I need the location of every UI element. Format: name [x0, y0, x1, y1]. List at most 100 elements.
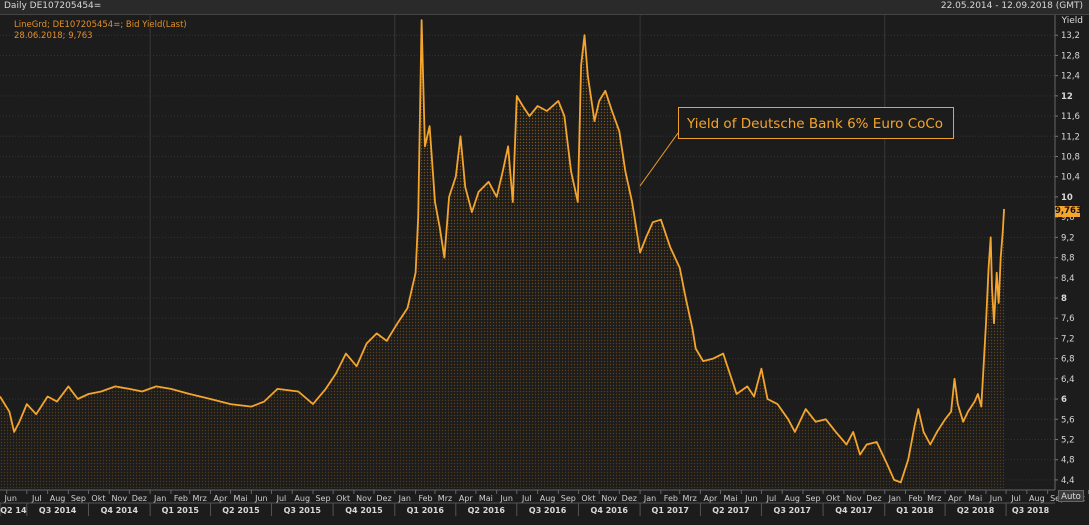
month-label: Mrz: [682, 494, 696, 503]
quarter-label: Q4 2016: [591, 506, 629, 515]
annotation-box: Yield of Deutsche Bank 6% Euro CoCo: [678, 107, 954, 139]
month-label: Jun: [499, 494, 513, 503]
month-label: Feb: [174, 494, 188, 503]
month-label: Aug: [784, 494, 800, 503]
month-label: Jun: [3, 494, 17, 503]
y-tick-label: 11,2: [1061, 132, 1080, 142]
quarter-label: Q1 2018: [896, 506, 934, 515]
month-label: Dez: [376, 494, 391, 503]
quarter-label: Q3 2016: [529, 506, 567, 515]
month-label: Jun: [744, 494, 758, 503]
y-tick-label: 6: [1061, 395, 1067, 405]
month-label: Apr: [948, 494, 963, 503]
y-tick-label: 13,2: [1061, 31, 1080, 41]
month-label: Apr: [704, 494, 719, 503]
month-label: Dez: [622, 494, 637, 503]
quarter-label: Q3 2014: [39, 506, 77, 515]
quarter-label: Q1 2016: [407, 506, 445, 515]
month-label: Mai: [724, 494, 738, 503]
y-tick-label: 6,4: [1061, 375, 1075, 385]
month-label: Mrz: [438, 494, 452, 503]
chart-title: Daily DE107205454=: [4, 1, 102, 11]
quarter-label: Q4 2014: [101, 506, 139, 515]
y-tick-label: 12,4: [1061, 72, 1080, 82]
annotation-pointer: [639, 132, 679, 187]
y-tick-label: 6,8: [1061, 355, 1075, 365]
month-label: Jan: [643, 494, 656, 503]
quarter-label: Q2 2016: [468, 506, 506, 515]
y-tick-label: 9,2: [1061, 233, 1075, 243]
month-label: Nov: [356, 494, 372, 503]
month-label: Okt: [91, 494, 105, 503]
month-label: Sep: [71, 494, 86, 503]
y-tick-label: 9,6: [1061, 213, 1075, 223]
y-tick-label: 7,6: [1061, 314, 1075, 324]
quarter-label: Q3 2015: [284, 506, 322, 515]
month-label: Jul: [1010, 494, 1021, 503]
month-label: Mai: [234, 494, 248, 503]
y-tick-label: 8: [1061, 294, 1067, 304]
y-tick-label: 4,8: [1061, 456, 1075, 466]
date-range: 22.05.2014 - 12.09.2018 (GMT): [940, 1, 1083, 11]
quarter-label: Q2 2015: [222, 506, 260, 515]
y-tick-label: 5,2: [1061, 435, 1075, 445]
quarter-label: Q4 2017: [835, 506, 872, 515]
y-tick-label: 8,8: [1061, 254, 1075, 264]
legend-series: LineGrd; DE107205454=; Bid Yield(Last): [14, 20, 187, 30]
month-label: Dez: [866, 494, 881, 503]
month-label: Sep: [561, 494, 576, 503]
quarter-label: Q2 2018: [957, 506, 995, 515]
y-axis-title: Yield: [1061, 16, 1083, 26]
series-line: [0, 19, 1005, 484]
quarter-label: Q4 2015: [345, 506, 383, 515]
quarter-label: Q3 2018: [1012, 506, 1050, 515]
month-label: Jun: [254, 494, 268, 503]
month-label: Apr: [459, 494, 474, 503]
y-tick-label: 10,4: [1061, 173, 1080, 183]
month-label: Sep: [1050, 494, 1065, 503]
legend: LineGrd; DE107205454=; Bid Yield(Last) 2…: [14, 20, 187, 42]
month-label: Apr: [214, 494, 229, 503]
month-label: Jan: [153, 494, 166, 503]
y-tick-label: 5,6: [1061, 415, 1075, 425]
legend-cursor: 28.06.2018; 9,763: [14, 31, 93, 41]
month-label: Nov: [846, 494, 862, 503]
month-label: Aug: [1029, 494, 1045, 503]
month-label: Nov: [601, 494, 617, 503]
y-tick-label: 7,2: [1061, 334, 1075, 344]
quarter-label: Q2 14: [0, 506, 27, 515]
month-label: Aug: [294, 494, 310, 503]
auto-scale-button[interactable]: Auto: [1058, 490, 1084, 502]
month-label: Jun: [989, 494, 1003, 503]
month-label: Feb: [418, 494, 432, 503]
month-label: Mai: [479, 494, 493, 503]
y-tick-label: 12,8: [1061, 51, 1080, 61]
quarter-tick-labels: Q2 14 Q3 2014 Q4 2014 Q1 2015 Q2 2015 Q3 2015…: [0, 502, 1055, 516]
month-label: Sep: [315, 494, 330, 503]
month-label: Jul: [766, 494, 777, 503]
month-label: Jul: [31, 494, 42, 503]
month-label: Aug: [50, 494, 66, 503]
last-value-badge: 9,763: [1055, 206, 1082, 217]
y-tick-label: 4,4: [1061, 476, 1075, 486]
month-label: Aug: [540, 494, 556, 503]
month-label: Okt: [581, 494, 595, 503]
month-label: Mrz: [927, 494, 941, 503]
quarter-label: Q1 2017: [652, 506, 689, 515]
quarter-label: Q2 2017: [712, 506, 749, 515]
month-label: Jan: [888, 494, 901, 503]
month-label: Feb: [664, 494, 678, 503]
area-fade: [0, 20, 1005, 490]
month-label: Dez: [132, 494, 147, 503]
quarter-label: Q3 2017: [774, 506, 811, 515]
quarter-label: Q1 2015: [162, 506, 200, 515]
y-tick-label: 10: [1061, 193, 1073, 203]
month-label: Mai: [968, 494, 982, 503]
month-label: Jan: [398, 494, 411, 503]
month-label: Okt: [336, 494, 350, 503]
month-label: Sep: [805, 494, 820, 503]
month-tick-labels: Jun Jul Aug Sep Okt Nov Dez Jan Feb Mrz Apr Mai Jun J…: [3, 490, 1089, 503]
month-label: Feb: [908, 494, 922, 503]
